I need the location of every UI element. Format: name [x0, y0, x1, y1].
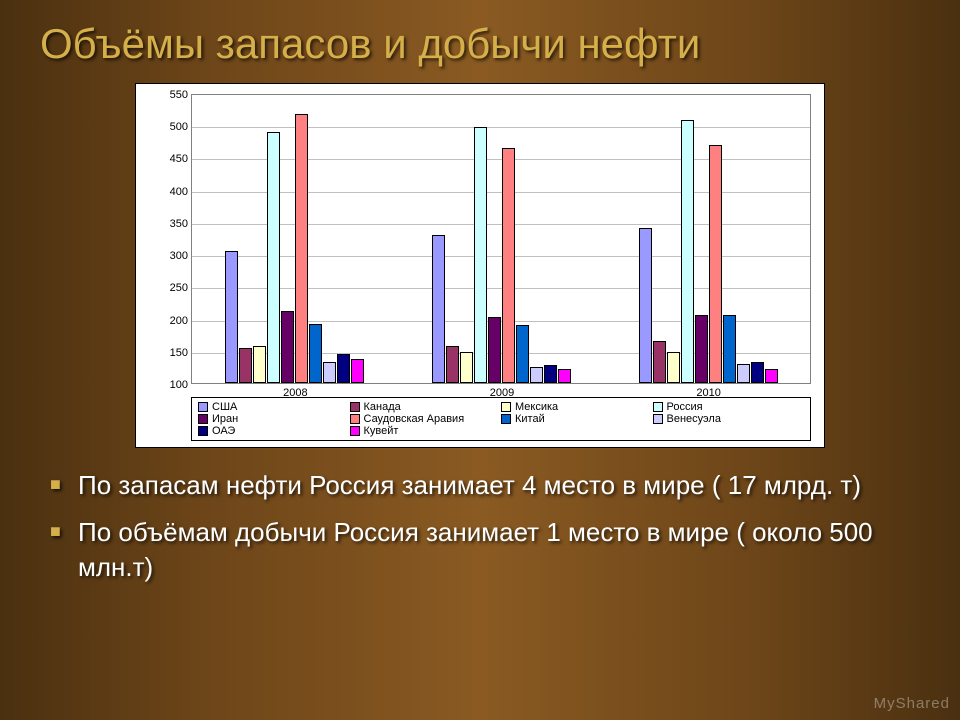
legend-item: Китай [501, 413, 653, 425]
slide-title: Объёмы запасов и добычи нефти [0, 0, 960, 78]
bar-group [639, 120, 778, 383]
bar [653, 341, 666, 383]
bar [639, 228, 652, 383]
legend-label: Канада [364, 401, 401, 413]
y-axis-tick: 550 [170, 89, 192, 101]
bar-group [432, 127, 571, 383]
bar [281, 311, 294, 383]
legend-spacer [653, 425, 805, 437]
y-axis-tick: 400 [170, 186, 192, 198]
legend-label: США [212, 401, 237, 413]
y-axis-tick: 200 [170, 315, 192, 327]
legend-label: Китай [515, 413, 545, 425]
bar [474, 127, 487, 383]
y-axis-tick: 500 [170, 121, 192, 133]
bar [253, 346, 266, 383]
legend-spacer [501, 425, 653, 437]
y-axis-tick: 450 [170, 153, 192, 165]
bar [488, 317, 501, 383]
bar [695, 315, 708, 383]
bar [709, 145, 722, 383]
legend-swatch [350, 426, 360, 436]
legend-row: ОАЭ Кувейт [198, 425, 804, 437]
bar [267, 132, 280, 383]
bar [737, 364, 750, 383]
bar [460, 352, 473, 383]
y-axis-tick: 250 [170, 282, 192, 294]
y-axis-tick: 100 [170, 379, 192, 391]
legend-label: Венесуэла [667, 413, 721, 425]
bullet-item: По запасам нефти Россия занимает 4 место… [50, 468, 910, 503]
bar [446, 346, 459, 383]
bullet-list: По запасам нефти Россия занимает 4 место… [0, 463, 960, 597]
y-axis-tick: 150 [170, 347, 192, 359]
legend-swatch [653, 414, 663, 424]
legend-item: Иран [198, 413, 350, 425]
legend-item: ОАЭ [198, 425, 350, 437]
legend-row: Иран Саудовская Аравия Китай Венесуэла [198, 413, 804, 425]
y-axis-tick: 300 [170, 250, 192, 262]
bar [295, 114, 308, 383]
legend-swatch [198, 402, 208, 412]
legend-label: Кувейт [364, 425, 399, 437]
y-axis-tick: 350 [170, 218, 192, 230]
bar [558, 369, 571, 383]
watermark: MyShared [874, 695, 950, 712]
bar-group [225, 114, 364, 383]
legend-item: Венесуэла [653, 413, 805, 425]
legend-swatch [198, 414, 208, 424]
bar [765, 369, 778, 383]
legend-label: Иран [212, 413, 238, 425]
legend-label: ОАЭ [212, 425, 235, 437]
bar [723, 315, 736, 383]
legend-label: Россия [667, 401, 703, 413]
bar [544, 365, 557, 383]
bar [667, 352, 680, 383]
legend-item: Мексика [501, 401, 653, 413]
bar [432, 235, 445, 383]
legend-item: США [198, 401, 350, 413]
bar-chart: 1001502002503003504004505005502008200920… [135, 83, 825, 448]
bar [751, 362, 764, 383]
legend-label: Мексика [515, 401, 558, 413]
legend-item: Саудовская Аравия [350, 413, 502, 425]
legend-item: Кувейт [350, 425, 502, 437]
legend-item: Россия [653, 401, 805, 413]
bar [239, 348, 252, 383]
bar [309, 324, 322, 383]
legend-swatch [653, 402, 663, 412]
bar [516, 325, 529, 383]
slide: Объёмы запасов и добычи нефти 1001502002… [0, 0, 960, 720]
bar [337, 354, 350, 383]
legend-item: Канада [350, 401, 502, 413]
bullet-item: По объёмам добычи Россия занимает 1 мест… [50, 515, 910, 585]
chart-legend: США Канада Мексика Россия Иран Саудовская Ара… [191, 397, 811, 441]
chart-container: 1001502002503003504004505005502008200920… [0, 78, 960, 463]
bar [323, 362, 336, 383]
legend-swatch [501, 414, 511, 424]
bar [681, 120, 694, 383]
legend-swatch [350, 402, 360, 412]
plot-area: 1001502002503003504004505005502008200920… [191, 94, 811, 384]
legend-swatch [198, 426, 208, 436]
legend-row: США Канада Мексика Россия [198, 401, 804, 413]
bar [530, 367, 543, 383]
legend-label: Саудовская Аравия [364, 413, 465, 425]
bar [502, 148, 515, 383]
bar [225, 251, 238, 383]
legend-swatch [350, 414, 360, 424]
legend-swatch [501, 402, 511, 412]
bar [351, 359, 364, 383]
